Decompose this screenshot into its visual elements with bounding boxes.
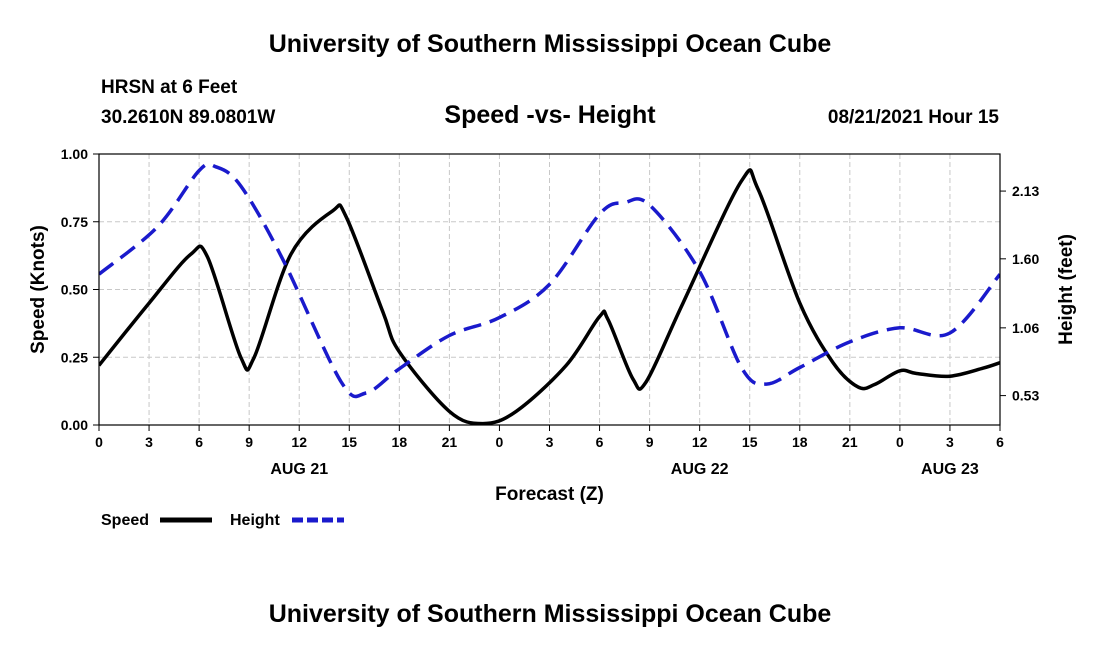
y-tick-label: 0.00 <box>61 417 88 433</box>
x-tick-label: 3 <box>145 434 153 450</box>
x-tick-label: 3 <box>946 434 954 450</box>
page-title-top: University of Southern Mississippi Ocean… <box>268 30 832 58</box>
x-tick-label: 0 <box>95 434 103 450</box>
x-tick-label: 9 <box>646 434 654 450</box>
x-tick-label: 18 <box>792 434 808 450</box>
y2-tick-label: 1.60 <box>1012 251 1039 267</box>
date-label: AUG 22 <box>671 461 729 478</box>
x-tick-label: 12 <box>692 434 708 450</box>
y-tick-label: 0.50 <box>61 282 88 298</box>
x-tick-label: 9 <box>245 434 253 450</box>
x-tick-label: 3 <box>546 434 554 450</box>
series-layer <box>99 162 1000 425</box>
x-tick-label: 15 <box>742 434 758 450</box>
x-axis-label: Forecast (Z) <box>495 484 604 505</box>
y2-tick-label: 1.06 <box>1012 320 1039 336</box>
legend-label-height: Height <box>230 512 280 529</box>
chart-title: Speed -vs- Height <box>444 101 656 129</box>
y-axis-label-left: Speed (Knots) <box>28 225 49 354</box>
x-tick-label: 6 <box>596 434 604 450</box>
tick-layer: 0 3 6 9 12 15 18 21 0 3 6 9 12 15 18 21 0 3 6 AUG 21 AUG 22 A… <box>61 146 1040 478</box>
speed-series-line <box>99 168 1000 425</box>
label-layer: Forecast (Z) Speed (Knots) Height (feet) <box>28 225 1077 505</box>
y-axis-label-right: Height (feet) <box>1056 234 1077 345</box>
x-tick-label: 0 <box>896 434 904 450</box>
grid-layer <box>99 154 1000 425</box>
x-tick-label: 0 <box>496 434 504 450</box>
x-tick-label: 12 <box>291 434 307 450</box>
x-tick-label: 18 <box>392 434 408 450</box>
y2-tick-label: 0.53 <box>1012 388 1039 404</box>
station-label: HRSN at 6 Feet <box>101 77 238 98</box>
timestamp-label: 08/21/2021 Hour 15 <box>827 107 999 128</box>
y-tick-label: 0.75 <box>61 214 88 230</box>
legend: Speed Height <box>101 512 344 529</box>
x-tick-label: 21 <box>842 434 858 450</box>
date-label: AUG 21 <box>270 461 328 478</box>
x-tick-label: 21 <box>442 434 458 450</box>
x-tick-label: 15 <box>341 434 357 450</box>
y-tick-label: 1.00 <box>61 146 88 162</box>
coordinates-label: 30.2610N 89.0801W <box>101 107 276 128</box>
page-title-bottom: University of Southern Mississippi Ocean… <box>268 600 832 628</box>
y2-tick-label: 2.13 <box>1012 183 1039 199</box>
date-label: AUG 23 <box>921 461 979 478</box>
legend-label-speed: Speed <box>101 512 149 529</box>
y-tick-label: 0.25 <box>61 349 88 365</box>
x-tick-label: 6 <box>195 434 203 450</box>
x-tick-label: 6 <box>996 434 1004 450</box>
height-series-line <box>99 162 1000 399</box>
